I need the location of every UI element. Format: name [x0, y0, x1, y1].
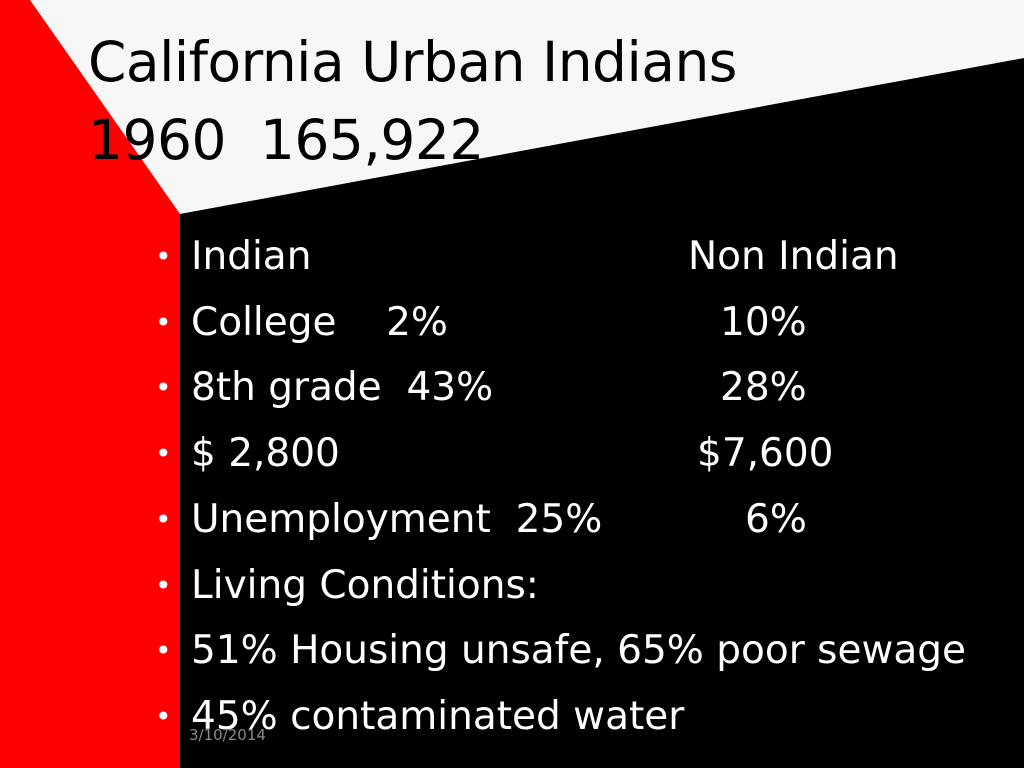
bullet-right-text: 10%	[720, 300, 807, 345]
bullet-right-text: 6%	[745, 497, 807, 542]
bullet-dot-icon: •	[155, 700, 172, 733]
bullet-right-text: 28%	[720, 365, 807, 410]
red-region	[0, 0, 180, 768]
bullet-left-text: 8th grade 43%	[191, 365, 494, 410]
bullet-dot-icon: •	[155, 437, 172, 470]
bullet-item: • 45% contaminated water	[155, 692, 684, 742]
bullet-left-text: Living Conditions:	[191, 563, 539, 608]
bullet-dot-icon: •	[155, 240, 172, 273]
bullet-right-text: $7,600	[697, 431, 834, 476]
bullet-item: • Unemployment 25% 6%	[155, 495, 807, 545]
bullet-dot-icon: •	[155, 306, 172, 339]
bullet-item: • 8th grade 43% 28%	[155, 363, 807, 413]
bullet-left-text: 51% Housing unsafe, 65% poor sewage	[191, 628, 967, 673]
bullet-item: • $ 2,800 $7,600	[155, 429, 833, 479]
bullet-item: • College 2% 10%	[155, 298, 807, 348]
bullet-left-text: $ 2,800	[191, 431, 340, 476]
bullet-item: • 51% Housing unsafe, 65% poor sewage	[155, 626, 966, 676]
bullet-dot-icon: •	[155, 503, 172, 536]
white-region	[0, 0, 1024, 214]
bullet-item: • Living Conditions:	[155, 561, 539, 611]
footer-date: 3/10/2014	[189, 726, 266, 744]
bullet-left-text: College 2%	[191, 300, 448, 345]
bullet-dot-icon: •	[155, 371, 172, 404]
bullet-right-text: Non Indian	[688, 234, 899, 279]
bullet-left-text: Unemployment 25%	[191, 497, 603, 542]
bullet-dot-icon: •	[155, 634, 172, 667]
slide-title-line-1: California Urban Indians	[88, 30, 737, 94]
slide-title-line-2: 1960 165,922	[88, 108, 484, 172]
bullet-dot-icon: •	[155, 569, 172, 602]
bullet-item: • Indian Non Indian	[155, 232, 899, 282]
bullet-left-text: 45% contaminated water	[191, 694, 685, 739]
bullet-left-text: Indian	[191, 234, 312, 279]
